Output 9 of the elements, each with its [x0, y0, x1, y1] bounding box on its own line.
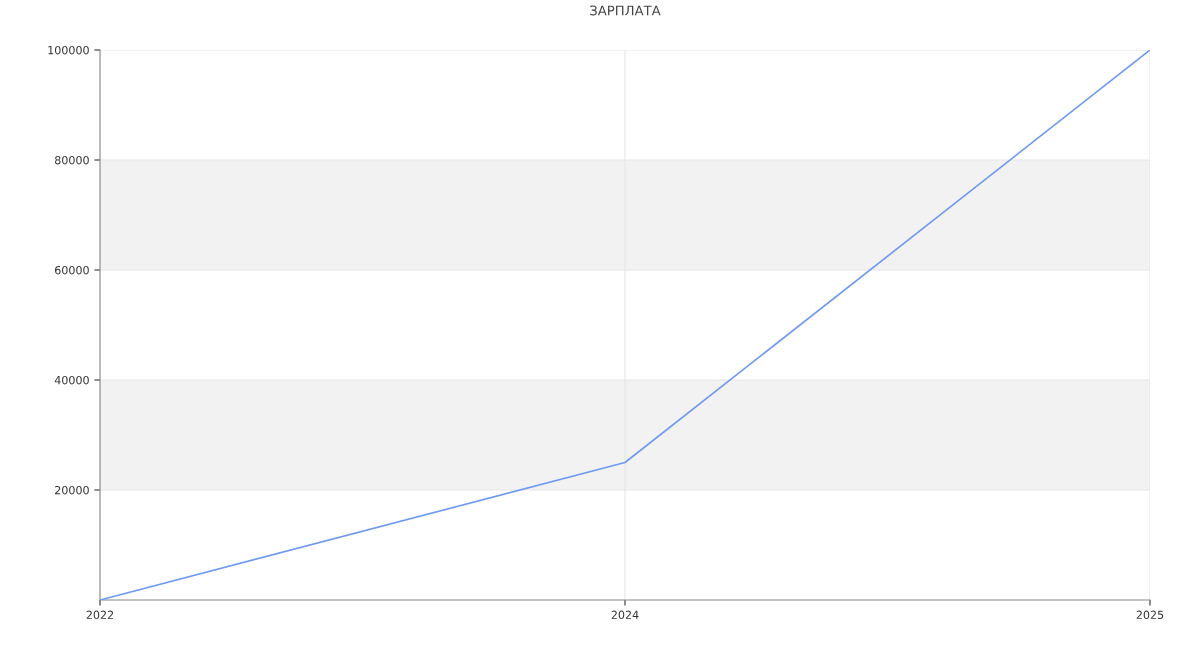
- y-tick-label: 80000: [54, 155, 89, 165]
- y-tick-label: 60000: [55, 265, 89, 275]
- x-tick-label: 2024: [611, 610, 639, 620]
- y-tick-label: 20000: [55, 485, 89, 495]
- x-tick-label: 2025: [1136, 610, 1164, 620]
- y-tick-label: 100000: [48, 45, 89, 55]
- chart-title: ЗАРПЛАТА: [590, 5, 661, 16]
- y-tick-label: 40000: [54, 375, 89, 385]
- x-tick-label: 2022: [86, 610, 114, 620]
